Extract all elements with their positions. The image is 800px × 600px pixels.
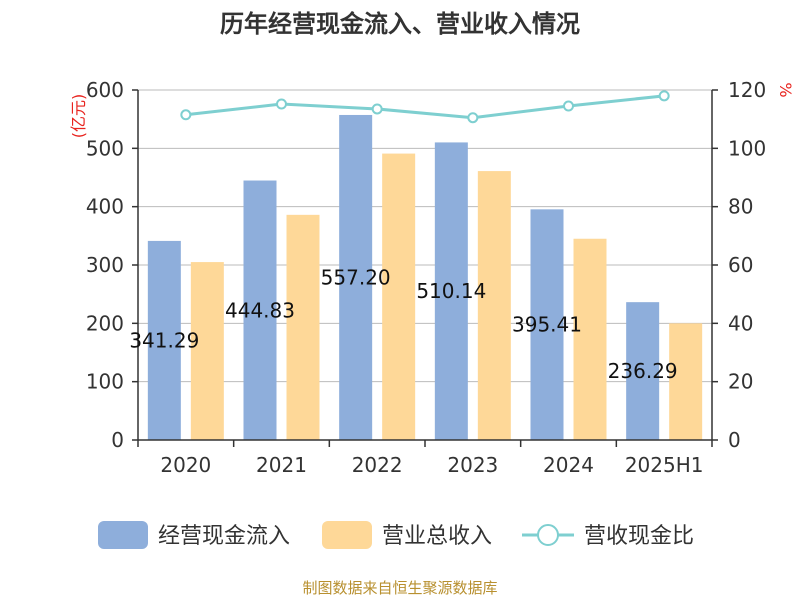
data-label-inflow: 444.83 [225,298,295,322]
data-label-inflow: 395.41 [512,313,582,337]
x-axis-tick-label: 2022 [352,453,403,477]
bar-revenue [382,153,416,441]
bar-inflow [530,209,564,440]
ratio-line [185,94,665,120]
grid-lines [138,89,712,383]
right-axis-tick-label: 0 [728,428,741,452]
bar-revenue [477,171,511,441]
left-axis-unit: (亿元) [69,94,88,139]
ratio-point [371,103,383,115]
left-axis-tick-label: 400 [86,195,124,219]
legend: 经营现金流入 营业总收入 营收现金比 [98,521,694,549]
right-axis-tick-label: 80 [728,195,753,219]
right-axis-tick-label: 120 [728,78,766,102]
bar-revenue [190,262,224,440]
legend-swatch-ratio-marker [537,524,559,546]
x-axis-tick-label: 2025H1 [625,453,704,477]
bar-revenue [669,323,703,440]
data-label-inflow: 557.20 [321,265,391,289]
left-axis-tick-label: 200 [86,311,124,335]
x-axis-tick-label: 2020 [160,453,211,477]
bar-inflow [147,240,181,440]
source-note: 制图数据来自恒生聚源数据库 [302,579,497,597]
ratio-point [563,100,574,112]
left-axis-tick-label: 0 [111,428,124,452]
bar-inflow [243,180,277,440]
left-axis-tick-label: 500 [86,136,124,160]
data-label-inflow: 510.14 [416,279,486,303]
bar-revenue [573,238,607,440]
axes-layer: 0 100 200 300 400 500 600 0 20 40 60 80 100 120 2020 20… [86,78,766,477]
ratio-point [180,109,192,121]
right-axis-tick-label: 40 [728,311,753,335]
right-axis-tick-label: 60 [728,253,753,277]
right-axis-unit: % [776,82,795,97]
bar-inflow [339,114,373,440]
chart-title: 历年经营现金流入、营业收入情况 [220,10,580,38]
bars-layer [147,114,703,441]
legend-label-revenue: 营业总收入 [382,524,492,549]
left-axis-tick-label: 600 [86,78,124,102]
x-axis-tick-label: 2024 [543,453,594,477]
right-axis-tick-label: 100 [728,136,766,160]
ratio-line-layer [180,90,670,124]
data-label-inflow: 341.29 [129,328,199,352]
data-label-inflow: 236.29 [608,359,678,383]
x-axis-tick-label: 2021 [256,453,307,477]
ratio-point [276,98,287,110]
data-labels-layer: 341.29 444.83 557.20 510.14 395.41 236.29 [129,265,677,383]
left-axis-tick-label: 300 [86,253,124,277]
right-axis-tick-label: 20 [728,370,753,394]
bar-inflow [434,142,468,440]
legend-swatch-revenue [322,521,372,549]
bar-inflow [626,302,660,440]
x-axis-tick-label: 2023 [447,453,498,477]
ratio-point [658,90,670,102]
legend-swatch-inflow [98,521,148,549]
legend-label-ratio: 营收现金比 [584,524,694,549]
left-axis-tick-label: 100 [86,370,124,394]
ratio-point [467,112,479,124]
bar-revenue [286,214,320,440]
legend-label-inflow: 经营现金流入 [158,524,290,549]
